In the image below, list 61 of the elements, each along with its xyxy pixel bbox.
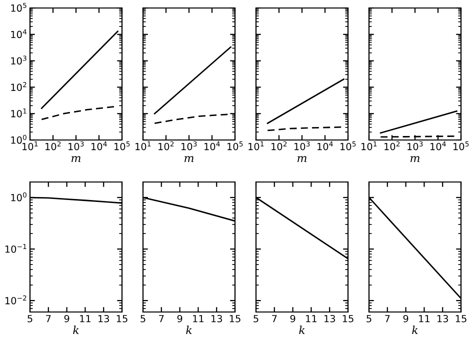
x-tick-label: 10$^{2}$ bbox=[272, 141, 287, 150]
x-tick-label: 15 bbox=[456, 315, 466, 322]
y-tick-label: 10$^{1}$ bbox=[11, 108, 26, 118]
y-tick-label: 10$^{4}$ bbox=[11, 29, 27, 38]
x-tick-label: 10$^{4}$ bbox=[92, 141, 107, 150]
x-tick-label: 7 bbox=[385, 315, 390, 322]
x-tick-label: 13 bbox=[437, 314, 448, 322]
x-tick-label: 7 bbox=[46, 315, 51, 322]
x-tick-label: 10$^{3}$ bbox=[408, 141, 423, 150]
x-axis-title: k bbox=[73, 326, 79, 334]
y-tick-label: 10$^{3}$ bbox=[11, 56, 26, 65]
x-tick-label: 5 bbox=[366, 315, 372, 322]
y-tick-label: 10$^{−2}$ bbox=[5, 295, 26, 304]
x-tick-label: 10$^{1}$ bbox=[248, 141, 264, 150]
x-tick-label: 10$^{1}$ bbox=[22, 141, 38, 150]
x-tick-label: 5 bbox=[254, 315, 258, 322]
x-tick-label: 9 bbox=[290, 314, 296, 322]
x-tick-label: 7 bbox=[272, 315, 277, 322]
x-axis-title: k bbox=[412, 326, 418, 334]
x-tick-label: 11 bbox=[419, 315, 430, 322]
x-tick-label: 10$^{1}$ bbox=[136, 141, 151, 150]
x-tick-label: 9 bbox=[64, 314, 70, 322]
x-tick-label: 11 bbox=[306, 315, 316, 322]
y-tick-label: 10$^{0}$ bbox=[11, 134, 26, 144]
y-tick-label: 10$^{−1}$ bbox=[5, 244, 26, 253]
x-tick-label: 10$^{4}$ bbox=[204, 141, 220, 150]
x-tick-label: 10$^{1}$ bbox=[362, 141, 377, 150]
x-tick-label: 10$^{5}$ bbox=[340, 141, 356, 150]
y-tick-label: 10$^{2}$ bbox=[11, 82, 26, 91]
x-tick-label: 10$^{3}$ bbox=[182, 141, 197, 150]
y-tick-label: 10$^{0}$ bbox=[11, 192, 26, 202]
x-axis-title: m bbox=[410, 156, 420, 162]
x-tick-label: 9 bbox=[177, 314, 182, 322]
x-tick-label: 15 bbox=[116, 315, 128, 322]
x-tick-label: 11 bbox=[80, 315, 90, 322]
x-axis-title: k bbox=[299, 326, 305, 334]
x-axis-title: m bbox=[298, 156, 306, 162]
x-tick-label: 10$^{5}$ bbox=[454, 141, 469, 150]
x-tick-label: 10$^{2}$ bbox=[384, 141, 400, 150]
x-tick-label: 10$^{5}$ bbox=[114, 141, 130, 150]
x-tick-label: 10$^{3}$ bbox=[294, 141, 310, 150]
x-axis-title: m bbox=[184, 156, 194, 162]
x-tick-label: 10$^{4}$ bbox=[430, 141, 446, 150]
x-tick-label: 11 bbox=[193, 315, 204, 322]
x-tick-label: 5 bbox=[28, 315, 32, 322]
x-tick-label: 5 bbox=[140, 315, 146, 322]
x-tick-label: 7 bbox=[159, 315, 164, 322]
x-axis-title: k bbox=[186, 326, 192, 334]
x-tick-label: 13 bbox=[324, 314, 336, 322]
x-tick-label: 10$^{4}$ bbox=[318, 141, 333, 150]
x-tick-label: 15 bbox=[230, 315, 240, 322]
x-tick-label: 15 bbox=[342, 315, 354, 322]
x-tick-label: 13 bbox=[211, 314, 222, 322]
x-tick-label: 10$^{5}$ bbox=[228, 141, 243, 150]
x-tick-label: 9 bbox=[403, 314, 408, 322]
x-tick-label: 10$^{3}$ bbox=[68, 141, 84, 150]
x-tick-label: 10$^{2}$ bbox=[46, 141, 61, 150]
x-axis-title: m bbox=[72, 156, 80, 162]
x-tick-label: 10$^{2}$ bbox=[158, 141, 174, 150]
y-tick-label: 10$^{5}$ bbox=[11, 2, 26, 12]
x-tick-label: 13 bbox=[98, 314, 110, 322]
